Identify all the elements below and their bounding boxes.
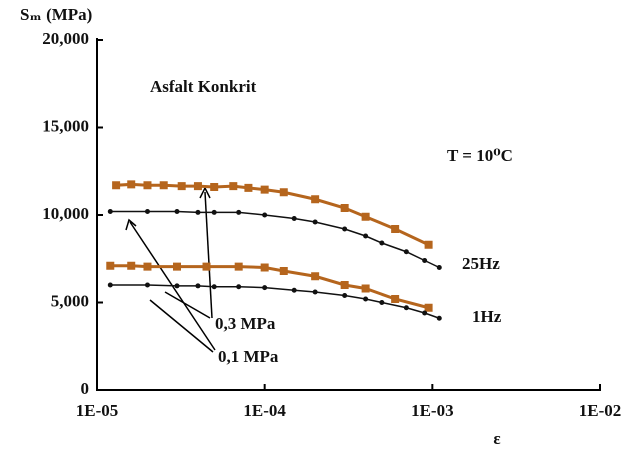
point: [195, 283, 201, 289]
point: [127, 180, 136, 189]
annotation: 25Hz: [462, 254, 500, 273]
point: [422, 258, 428, 263]
point: [279, 188, 288, 197]
point: [424, 240, 433, 249]
point: [193, 182, 202, 191]
series-line: [116, 182, 430, 247]
annotation: 0,1 MPa: [218, 347, 279, 366]
arrow: [204, 191, 213, 319]
point: [144, 282, 150, 288]
point: [112, 181, 121, 190]
arrow: [164, 291, 211, 319]
point: [107, 209, 113, 214]
point: [143, 262, 152, 271]
point: [244, 183, 253, 192]
point: [260, 263, 269, 272]
point: [311, 272, 320, 281]
annotation: T = 10⁰C: [447, 146, 513, 165]
point: [159, 181, 168, 190]
point: [424, 303, 433, 312]
point: [174, 209, 180, 214]
point: [144, 209, 150, 214]
y-tick-label: 10,000: [42, 204, 89, 223]
point: [340, 204, 349, 212]
arrow-head: [125, 218, 137, 231]
point: [363, 296, 369, 302]
point: [312, 289, 318, 295]
series-line: [110, 210, 440, 269]
point: [379, 300, 385, 305]
point: [436, 315, 442, 321]
point: [279, 267, 288, 275]
point: [436, 265, 442, 270]
point: [234, 262, 243, 271]
point: [229, 182, 238, 191]
point: [174, 283, 180, 289]
point: [291, 287, 297, 293]
point: [340, 281, 349, 289]
point: [403, 305, 409, 311]
point: [106, 261, 115, 270]
point: [260, 185, 269, 194]
point: [127, 261, 136, 270]
point: [202, 262, 211, 271]
point: [403, 249, 409, 255]
point: [143, 181, 152, 190]
point: [363, 233, 369, 239]
point: [236, 209, 242, 215]
y-tick-label: 15,000: [42, 116, 89, 135]
point: [172, 262, 181, 271]
point: [211, 209, 217, 215]
annotation: 1Hz: [472, 307, 502, 326]
y-axis-label: Sₘ (MPa): [20, 5, 92, 24]
x-axis-label: ε: [493, 429, 500, 448]
point: [210, 183, 219, 191]
point: [361, 212, 370, 221]
x-tick-label: 1E-02: [579, 401, 622, 420]
point: [311, 195, 320, 204]
point: [291, 216, 297, 221]
point: [361, 284, 370, 293]
x-tick-label: 1E-05: [76, 401, 119, 420]
point: [312, 219, 318, 225]
y-tick-label: 20,000: [42, 29, 89, 48]
y-tick-label: 0: [81, 379, 90, 398]
x-tick-label: 1E-04: [243, 401, 286, 420]
point: [422, 310, 428, 316]
arrow: [149, 299, 214, 353]
point: [211, 284, 217, 290]
annotation: Asfalt Konkrit: [150, 77, 257, 96]
point: [262, 285, 268, 291]
point: [262, 212, 268, 218]
point: [342, 293, 348, 298]
point: [391, 295, 400, 303]
point: [379, 240, 385, 246]
point: [391, 225, 400, 233]
point: [342, 226, 348, 232]
point: [236, 284, 242, 290]
x-tick-label: 1E-03: [411, 401, 454, 420]
point: [177, 182, 186, 191]
point: [107, 282, 113, 288]
annotation: 0,3 MPa: [215, 314, 276, 333]
point: [195, 209, 201, 215]
y-tick-label: 5,000: [51, 291, 89, 310]
